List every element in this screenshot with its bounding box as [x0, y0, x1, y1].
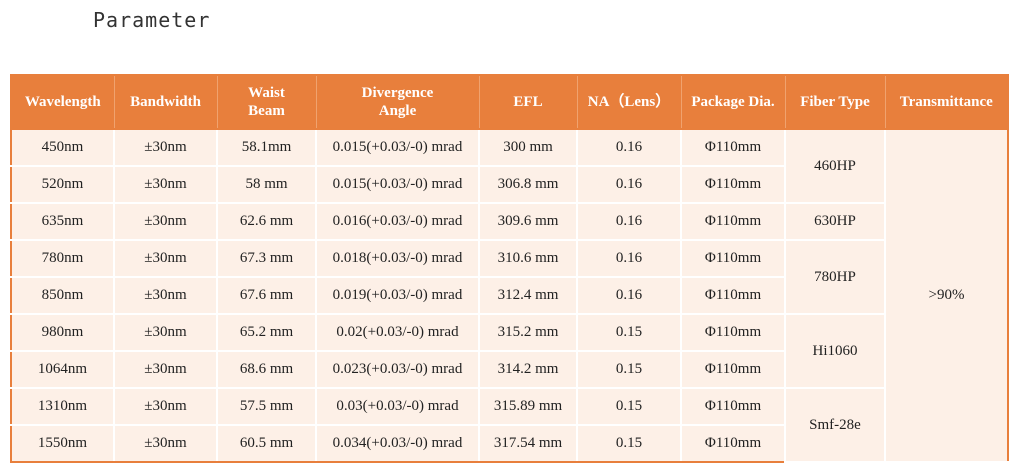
cell-waist-beam: 68.6 mm — [216, 350, 317, 389]
cell-na: 0.16 — [576, 276, 682, 315]
cell-na: 0.16 — [576, 165, 682, 204]
cell-bandwidth: ±30nm — [113, 350, 218, 389]
header-wavelength: Wavelength — [10, 74, 115, 130]
cell-divergence: 0.019(+0.03/-0) mrad — [315, 276, 480, 315]
cell-waist-beam: 65.2 mm — [216, 313, 317, 352]
cell-bandwidth: ±30nm — [113, 239, 218, 278]
cell-na: 0.16 — [576, 239, 682, 278]
cell-fiber-type: 630HP — [784, 202, 886, 241]
cell-wavelength: 1064nm — [10, 350, 115, 389]
cell-divergence: 0.023(+0.03/-0) mrad — [315, 350, 480, 389]
cell-transmittance: >90% — [884, 128, 1009, 463]
table-row: 1310nm ±30nm 57.5 mm 0.03(+0.03/-0) mrad… — [10, 387, 1008, 463]
header-divergence-line1: Divergence — [361, 85, 434, 101]
table-row: 450nm ±30nm 58.1mm 0.015(+0.03/-0) mrad … — [10, 128, 1009, 463]
cell-wavelength: 450nm — [10, 128, 115, 167]
cell-package-dia: Φ110mm — [680, 276, 786, 315]
cell-wavelength: 635nm — [10, 202, 115, 241]
table-row: 850nm ±30nm 67.6 mm 0.019(+0.03/-0) mrad… — [10, 276, 1008, 315]
cell-efl: 314.2 mm — [478, 350, 578, 389]
cell-divergence: 0.018(+0.03/-0) mrad — [315, 239, 480, 278]
header-waist-beam: Waist Beam — [216, 74, 317, 130]
header-waist-beam-line2: Beam — [248, 103, 285, 119]
cell-divergence: 0.015(+0.03/-0) mrad — [315, 165, 480, 204]
cell-wavelength: 850nm — [10, 276, 115, 315]
cell-bandwidth: ±30nm — [113, 202, 218, 241]
cell-efl: 317.54 mm — [478, 424, 578, 463]
table-row: 1550nm ±30nm 60.5 mm 0.034(+0.03/-0) mra… — [10, 424, 1008, 463]
cell-fiber-type: Hi1060 — [784, 313, 886, 389]
header-transmittance: Transmittance — [884, 74, 1009, 130]
cell-efl: 300 mm — [478, 128, 578, 167]
cell-package-dia: Φ110mm — [680, 128, 786, 167]
cell-waist-beam: 57.5 mm — [216, 387, 317, 426]
cell-bandwidth: ±30nm — [113, 313, 218, 352]
cell-na: 0.15 — [576, 313, 682, 352]
cell-wavelength: 980nm — [10, 313, 115, 352]
table-row: 520nm ±30nm 58 mm 0.015(+0.03/-0) mrad 3… — [10, 165, 1008, 204]
cell-package-dia: Φ110mm — [680, 239, 786, 278]
cell-bandwidth: ±30nm — [113, 424, 218, 463]
cell-package-dia: Φ110mm — [680, 165, 786, 204]
cell-efl: 309.6 mm — [478, 202, 578, 241]
cell-fiber-type: 780HP — [784, 239, 886, 315]
cell-package-dia: Φ110mm — [680, 387, 786, 426]
cell-waist-beam: 60.5 mm — [216, 424, 317, 463]
cell-package-dia: Φ110mm — [680, 424, 786, 463]
cell-divergence: 0.03(+0.03/-0) mrad — [315, 387, 480, 426]
cell-wavelength: 1310nm — [10, 387, 115, 426]
header-bandwidth: Bandwidth — [113, 74, 218, 130]
header-divergence-line2: Angle — [378, 103, 417, 119]
cell-efl: 312.4 mm — [478, 276, 578, 315]
cell-bandwidth: ±30nm — [113, 387, 218, 426]
cell-na: 0.15 — [576, 424, 682, 463]
cell-package-dia: Φ110mm — [680, 313, 786, 352]
header-na-lens: NA（Lens） — [576, 74, 682, 130]
cell-waist-beam: 67.6 mm — [216, 276, 317, 315]
section-title: Parameter — [93, 8, 211, 32]
cell-efl: 315.89 mm — [478, 387, 578, 426]
table-row: 780nm ±30nm 67.3 mm 0.018(+0.03/-0) mrad… — [10, 239, 1008, 315]
cell-efl: 310.6 mm — [478, 239, 578, 278]
cell-waist-beam: 58.1mm — [216, 128, 317, 167]
cell-efl: 315.2 mm — [478, 313, 578, 352]
cell-na: 0.16 — [576, 128, 682, 167]
table-row: 980nm ±30nm 65.2 mm 0.02(+0.03/-0) mrad … — [10, 313, 1008, 389]
cell-na: 0.15 — [576, 350, 682, 389]
cell-na: 0.16 — [576, 202, 682, 241]
header-waist-beam-line1: Waist — [248, 85, 285, 101]
parameter-table: Wavelength Bandwidth Waist Beam Divergen… — [10, 74, 1009, 463]
cell-fiber-type: Smf-28e — [784, 387, 886, 463]
cell-wavelength: 780nm — [10, 239, 115, 278]
cell-divergence: 0.016(+0.03/-0) mrad — [315, 202, 480, 241]
table-row: 1064nm ±30nm 68.6 mm 0.023(+0.03/-0) mra… — [10, 350, 1008, 389]
cell-fiber-type: 460HP — [784, 128, 886, 204]
header-package-dia: Package Dia. — [680, 74, 786, 130]
cell-na: 0.15 — [576, 387, 682, 426]
table-header-row: Wavelength Bandwidth Waist Beam Divergen… — [10, 74, 1009, 130]
header-fiber-type: Fiber Type — [784, 74, 886, 130]
table-row: 635nm ±30nm 62.6 mm 0.016(+0.03/-0) mrad… — [10, 202, 1008, 241]
cell-waist-beam: 58 mm — [216, 165, 317, 204]
cell-waist-beam: 62.6 mm — [216, 202, 317, 241]
cell-divergence: 0.034(+0.03/-0) mrad — [315, 424, 480, 463]
cell-bandwidth: ±30nm — [113, 128, 218, 167]
cell-waist-beam: 67.3 mm — [216, 239, 317, 278]
header-efl: EFL — [478, 74, 578, 130]
cell-divergence: 0.015(+0.03/-0) mrad — [315, 128, 480, 167]
cell-efl: 306.8 mm — [478, 165, 578, 204]
cell-bandwidth: ±30nm — [113, 165, 218, 204]
cell-divergence: 0.02(+0.03/-0) mrad — [315, 313, 480, 352]
cell-bandwidth: ±30nm — [113, 276, 218, 315]
cell-wavelength: 520nm — [10, 165, 115, 204]
cell-wavelength: 1550nm — [10, 424, 115, 463]
header-divergence-angle: Divergence Angle — [315, 74, 480, 130]
cell-package-dia: Φ110mm — [680, 350, 786, 389]
cell-package-dia: Φ110mm — [680, 202, 786, 241]
